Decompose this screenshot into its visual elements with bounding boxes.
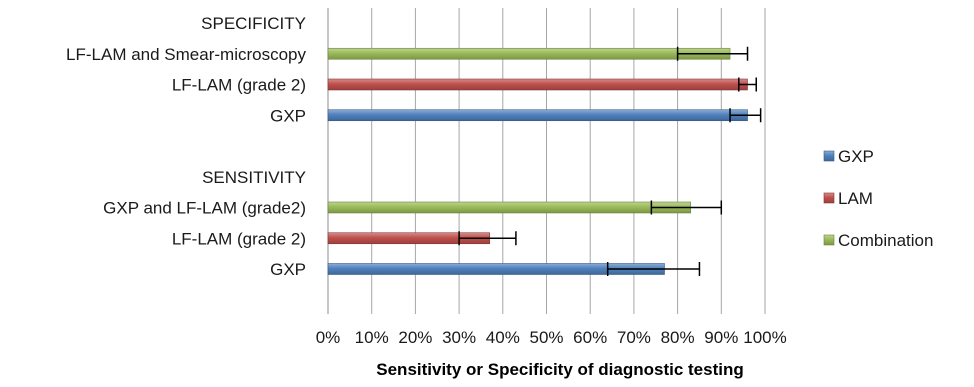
bars xyxy=(327,47,748,275)
x-tick-label: 70% xyxy=(617,328,651,347)
x-tick-labels: 0% 10% 20% 30% 40% 50% 60% 70% 80% 90% 100% xyxy=(316,328,787,347)
bar xyxy=(327,109,748,122)
x-tick-label: 80% xyxy=(661,328,695,347)
legend-label: LAM xyxy=(838,189,873,208)
category-label: GXP and LF-LAM (grade2) xyxy=(103,199,306,218)
bar xyxy=(327,201,692,214)
x-tick-label: 100% xyxy=(743,328,786,347)
bar xyxy=(327,47,731,60)
error-bar xyxy=(676,46,749,61)
category-label: SPECIFICITY xyxy=(201,14,306,33)
category-labels: SPECIFICITY LF-LAM and Smear-microscopy LF… xyxy=(66,14,306,279)
x-tick-label: 0% xyxy=(316,328,341,347)
category-label: LF-LAM (grade 2) xyxy=(172,229,306,248)
bar xyxy=(327,78,748,91)
legend: GXP LAM Combination xyxy=(823,147,933,250)
error-bar xyxy=(650,200,723,215)
error-bar xyxy=(458,231,517,246)
error-bar xyxy=(729,108,762,123)
x-tick-label: 40% xyxy=(486,328,520,347)
error-bar xyxy=(738,77,758,92)
x-tick-label: 10% xyxy=(355,328,389,347)
error-bar xyxy=(606,262,701,276)
legend-label: Combination xyxy=(838,231,933,250)
category-label: GXP xyxy=(270,106,306,125)
legend-swatch xyxy=(823,234,835,246)
x-tick-label: 30% xyxy=(442,328,476,347)
category-label: GXP xyxy=(270,260,306,279)
x-tick-label: 20% xyxy=(398,328,432,347)
x-axis-title: Sensitivity or Specificity of diagnostic… xyxy=(376,360,743,379)
legend-label: GXP xyxy=(838,147,874,166)
category-label: SENSITIVITY xyxy=(202,168,306,187)
error-bars xyxy=(458,46,762,276)
category-label: LF-LAM (grade 2) xyxy=(172,76,306,95)
x-tick-label: 60% xyxy=(573,328,607,347)
legend-swatch xyxy=(823,192,835,204)
legend-swatch xyxy=(823,150,835,162)
x-tick-label: 50% xyxy=(529,328,563,347)
x-tick-label: 90% xyxy=(704,328,738,347)
category-label: LF-LAM and Smear-microscopy xyxy=(66,45,306,64)
